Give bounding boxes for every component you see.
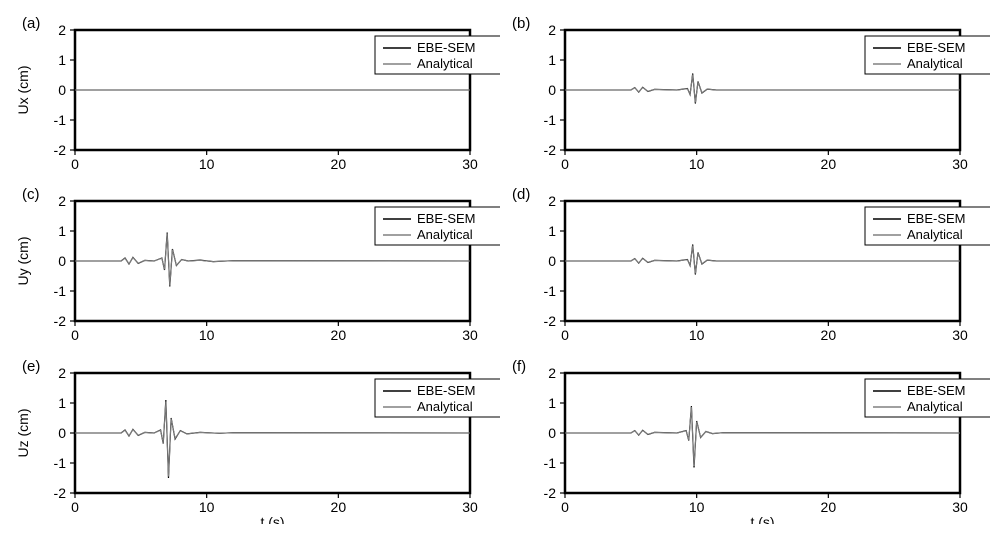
chart-panel: (a)-2-10120102030Ux (cm)EBE-SEMAnalytica…	[10, 10, 500, 181]
xtick-label: 20	[821, 156, 837, 172]
ytick-label: -1	[54, 112, 67, 128]
ytick-label: 1	[548, 223, 556, 239]
ytick-label: 0	[548, 82, 556, 98]
legend-label: Analytical	[907, 399, 963, 414]
xtick-label: 0	[71, 327, 79, 343]
legend-label: EBE-SEM	[417, 211, 476, 226]
ytick-label: 2	[548, 365, 556, 381]
ytick-label: 1	[548, 395, 556, 411]
ytick-label: -2	[544, 142, 557, 158]
xtick-label: 0	[561, 327, 569, 343]
chart-panel: (f)-2-10120102030t (s)EBE-SEMAnalytical	[500, 353, 990, 524]
legend-label: Analytical	[907, 227, 963, 242]
xtick-label: 10	[689, 327, 705, 343]
xtick-label: 10	[199, 499, 215, 515]
chart-panel: (e)-2-10120102030Uz (cm)t (s)EBE-SEMAnal…	[10, 353, 500, 524]
chart-panel: (b)-2-10120102030EBE-SEMAnalytical	[500, 10, 990, 181]
legend-label: EBE-SEM	[907, 211, 966, 226]
chart-grid: (a)-2-10120102030Ux (cm)EBE-SEMAnalytica…	[10, 10, 990, 524]
xtick-label: 20	[331, 327, 347, 343]
ytick-label: 2	[58, 365, 66, 381]
legend-label: EBE-SEM	[417, 383, 476, 398]
panel-tag: (b)	[512, 15, 530, 32]
ytick-label: -1	[544, 112, 557, 128]
legend-label: Analytical	[417, 227, 473, 242]
xtick-label: 0	[561, 499, 569, 515]
ytick-label: 1	[58, 223, 66, 239]
legend-label: EBE-SEM	[907, 383, 966, 398]
ytick-label: 1	[548, 52, 556, 68]
y-axis-label: Ux (cm)	[15, 66, 31, 115]
xtick-label: 20	[331, 156, 347, 172]
xtick-label: 30	[952, 327, 968, 343]
panel-tag: (d)	[512, 186, 530, 203]
ytick-label: 0	[58, 253, 66, 269]
panel-tag: (e)	[22, 358, 40, 375]
xtick-label: 30	[462, 156, 478, 172]
xtick-label: 10	[689, 499, 705, 515]
y-axis-label: Uz (cm)	[15, 408, 31, 457]
xtick-label: 20	[331, 499, 347, 515]
chart-panel: (d)-2-10120102030EBE-SEMAnalytical	[500, 181, 990, 352]
ytick-label: 2	[548, 22, 556, 38]
xtick-label: 0	[71, 156, 79, 172]
xtick-label: 10	[199, 156, 215, 172]
xtick-label: 30	[952, 156, 968, 172]
legend-label: EBE-SEM	[417, 40, 476, 55]
ytick-label: -2	[544, 313, 557, 329]
ytick-label: -1	[544, 283, 557, 299]
legend-label: Analytical	[417, 399, 473, 414]
xtick-label: 20	[821, 327, 837, 343]
xtick-label: 10	[689, 156, 705, 172]
ytick-label: 0	[58, 425, 66, 441]
ytick-label: 1	[58, 52, 66, 68]
xtick-label: 10	[199, 327, 215, 343]
ytick-label: -2	[54, 485, 67, 501]
ytick-label: 0	[58, 82, 66, 98]
ytick-label: 0	[548, 425, 556, 441]
ytick-label: 1	[58, 395, 66, 411]
ytick-label: -1	[54, 455, 67, 471]
x-axis-label: t (s)	[750, 514, 774, 524]
panel-tag: (f)	[512, 358, 526, 375]
ytick-label: -2	[54, 142, 67, 158]
xtick-label: 0	[561, 156, 569, 172]
chart-panel: (c)-2-10120102030Uy (cm)EBE-SEMAnalytica…	[10, 181, 500, 352]
ytick-label: -2	[544, 485, 557, 501]
panel-tag: (c)	[22, 186, 40, 203]
ytick-label: -1	[544, 455, 557, 471]
xtick-label: 20	[821, 499, 837, 515]
xtick-label: 0	[71, 499, 79, 515]
x-axis-label: t (s)	[260, 514, 284, 524]
legend-label: EBE-SEM	[907, 40, 966, 55]
legend-label: Analytical	[417, 56, 473, 71]
ytick-label: -2	[54, 313, 67, 329]
xtick-label: 30	[462, 499, 478, 515]
ytick-label: 2	[58, 22, 66, 38]
panel-tag: (a)	[22, 15, 40, 32]
y-axis-label: Uy (cm)	[15, 237, 31, 286]
xtick-label: 30	[952, 499, 968, 515]
legend-label: Analytical	[907, 56, 963, 71]
xtick-label: 30	[462, 327, 478, 343]
ytick-label: -1	[54, 283, 67, 299]
ytick-label: 0	[548, 253, 556, 269]
ytick-label: 2	[548, 193, 556, 209]
ytick-label: 2	[58, 193, 66, 209]
